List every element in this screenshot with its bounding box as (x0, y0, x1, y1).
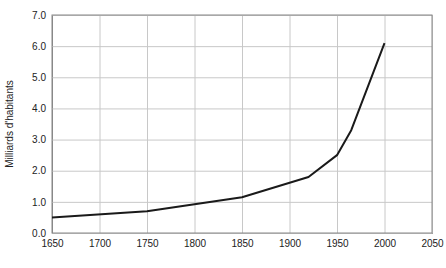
y-grid-line (52, 46, 432, 47)
y-tick-label: 4.0 (32, 103, 46, 114)
x-grid-line (195, 15, 196, 233)
x-tick: 1950 (326, 15, 349, 249)
plot: 1650170017501800185019001950200020500.01… (32, 10, 444, 249)
y-axis-title: Milliards d'habitants (4, 80, 15, 168)
x-tick-label: 1800 (184, 238, 207, 249)
x-tick-label: 1850 (231, 238, 254, 249)
x-tick-label: 2050 (421, 238, 444, 249)
y-grid-line (52, 171, 432, 172)
x-grid-line (290, 15, 291, 233)
plot-frame (52, 15, 432, 233)
y-grid-line (52, 202, 432, 203)
x-axis: 1650 1700 1750 1800 1850 1900 1950 2000 2050 (41, 15, 444, 249)
y-tick: 2.0 (32, 165, 432, 176)
y-tick-label: 1.0 (32, 197, 46, 208)
y-grid-line (52, 140, 432, 141)
y-tick-label: 6.0 (32, 41, 46, 52)
y-tick-label: 5.0 (32, 72, 46, 83)
x-axis-line (53, 15, 433, 234)
x-tick: 2000 (374, 15, 397, 249)
x-tick: 1800 (184, 15, 207, 249)
x-tick-label: 1900 (279, 238, 302, 249)
x-tick-label: 2000 (374, 238, 397, 249)
x-tick-label: 1700 (89, 238, 112, 249)
x-tick: 1750 (136, 15, 159, 249)
y-tick: 6.0 (32, 41, 432, 52)
population-line (52, 43, 385, 217)
y-axis: 0.0 1.0 2.0 3.0 4.0 5.0 6.0 7.0 (32, 10, 432, 239)
y-tick-label: 2.0 (32, 165, 46, 176)
x-tick-label: 1950 (326, 238, 349, 249)
y-tick: 3.0 (32, 134, 432, 145)
y-tick-label: 3.0 (32, 134, 46, 145)
x-tick: 1850 (231, 15, 254, 249)
x-grid-line (242, 15, 243, 233)
y-tick: 4.0 (32, 103, 432, 114)
x-grid-line (100, 15, 101, 233)
y-axis-line (53, 16, 433, 234)
x-tick: 1900 (279, 15, 302, 249)
x-tick-label: 1650 (41, 238, 64, 249)
x-grid-line (337, 15, 338, 233)
x-grid-line (385, 15, 386, 233)
x-grid-line (147, 15, 148, 233)
y-tick-label: 0.0 (32, 228, 46, 239)
y-grid-line (52, 108, 432, 109)
x-tick: 2050 (421, 15, 444, 249)
y-tick-label: 7.0 (32, 10, 46, 21)
marks (52, 43, 385, 217)
chart: 1650170017501800185019001950200020500.01… (0, 0, 446, 268)
x-tick-label: 1750 (136, 238, 159, 249)
y-grid-line (52, 77, 432, 78)
